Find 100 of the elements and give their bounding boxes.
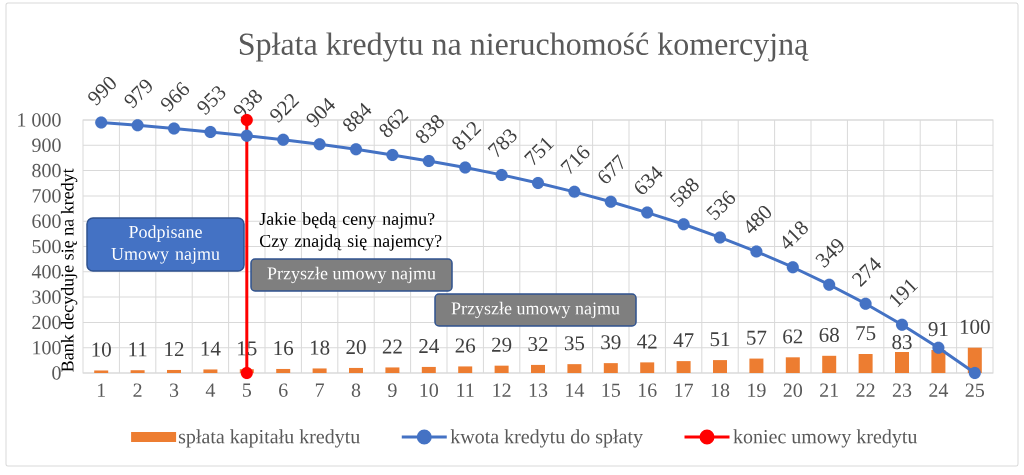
y-tick-label: 400: [31, 265, 61, 279]
data-label: 11: [129, 342, 147, 357]
data-label: 953: [197, 86, 226, 115]
y-axis-title: Bank decyduje się na kredyt: [60, 168, 78, 372]
point: [204, 125, 217, 138]
x-tick-label: 10: [420, 383, 439, 398]
data-label: 922: [270, 94, 300, 123]
data-label: 62: [783, 329, 803, 344]
data-label: 979: [124, 79, 152, 109]
bar: [640, 362, 655, 373]
bar: [130, 370, 145, 373]
y-tick-label: 1 000: [18, 113, 61, 127]
data-label: 42: [637, 334, 657, 349]
y-tick-label: 900: [32, 138, 61, 153]
point: [677, 218, 690, 231]
x-tick-label: 23: [892, 383, 912, 397]
y-tick-label: 800: [32, 163, 61, 178]
point: [167, 122, 181, 135]
chart-title: Spłata kredytu na nieruchomość komercyjną: [239, 32, 809, 62]
y-tick-label: 500: [32, 239, 61, 254]
point: [604, 195, 617, 208]
annotation: Przyszłe umowy najmu: [267, 266, 436, 284]
bar: [676, 361, 691, 373]
data-label: 862: [379, 109, 409, 138]
data-label: 18: [310, 340, 330, 355]
data-label: 68: [819, 327, 839, 342]
data-label: 838: [415, 115, 444, 144]
data-label: 751: [523, 137, 555, 166]
point: [895, 318, 909, 331]
point: [313, 138, 326, 151]
y-tick-label: 100: [33, 340, 61, 355]
data-label: 191: [889, 279, 919, 308]
x-tick-label: 19: [748, 383, 766, 397]
data-label: 75: [856, 326, 876, 341]
point: [932, 341, 945, 354]
x-tick-label: 11: [457, 383, 474, 397]
x-tick-label: 21: [820, 383, 839, 397]
bar: [749, 358, 764, 373]
data-label: 716: [560, 145, 590, 175]
x-tick-label: 15: [602, 383, 621, 397]
x-tick-label: 20: [783, 383, 803, 398]
bar: [349, 367, 364, 373]
data-label: 39: [601, 335, 621, 350]
point: [240, 366, 253, 380]
x-tick-label: 8: [351, 383, 361, 398]
x-tick-label: 18: [711, 383, 730, 398]
y-tick-label: 200: [32, 315, 61, 330]
bar: [822, 355, 837, 373]
point: [422, 154, 435, 168]
x-tick-label: 25: [965, 383, 985, 397]
data-label: 480: [746, 205, 772, 234]
point: [240, 129, 253, 142]
data-label: 677: [598, 154, 624, 184]
data-label: 536: [706, 190, 736, 221]
data-label: 22: [382, 339, 402, 354]
bar: [167, 369, 182, 373]
data-label: 418: [782, 221, 808, 249]
data-label: 35: [564, 336, 585, 351]
point: [386, 148, 399, 161]
data-label: 91: [928, 322, 948, 337]
x-tick-label: 22: [856, 383, 875, 397]
bar: [858, 354, 873, 373]
x-tick-label: 24: [929, 383, 949, 397]
bar: [494, 365, 509, 373]
data-label: 20: [346, 339, 366, 355]
bar: [94, 370, 109, 373]
point: [859, 297, 872, 310]
x-tick-label: 6: [279, 383, 288, 397]
x-tick-label: 9: [388, 383, 397, 397]
point: [786, 261, 799, 274]
y-tick-label: 700: [32, 189, 61, 203]
y-tick-label: 0: [52, 366, 61, 380]
point: [750, 245, 763, 258]
point: [713, 231, 727, 244]
legend-label: spłata kapitału kredytu: [178, 429, 360, 448]
point: [277, 133, 290, 146]
data-label: 990: [88, 76, 116, 106]
bar: [312, 368, 327, 373]
bar: [276, 368, 291, 373]
point: [349, 143, 363, 156]
point: [459, 161, 472, 174]
data-label: 884: [343, 102, 372, 132]
bar: [421, 366, 436, 373]
point: [568, 185, 581, 198]
y-tick-label: 300: [32, 290, 61, 304]
point: [131, 119, 144, 132]
data-label: 938: [233, 89, 262, 119]
bar: [203, 369, 218, 373]
data-label: 83: [892, 335, 912, 350]
annotation: Przyszłe umowy najmu: [451, 301, 620, 319]
x-tick-label: 14: [566, 383, 585, 397]
data-label: 47: [673, 333, 694, 348]
data-label: 32: [528, 336, 548, 352]
bar: [603, 363, 618, 373]
bar: [895, 352, 910, 373]
data-label: 29: [492, 337, 512, 352]
bar: [531, 364, 546, 373]
data-label: 24: [419, 339, 439, 353]
x-tick-label: 2: [133, 383, 142, 397]
x-tick-label: 4: [205, 383, 216, 397]
